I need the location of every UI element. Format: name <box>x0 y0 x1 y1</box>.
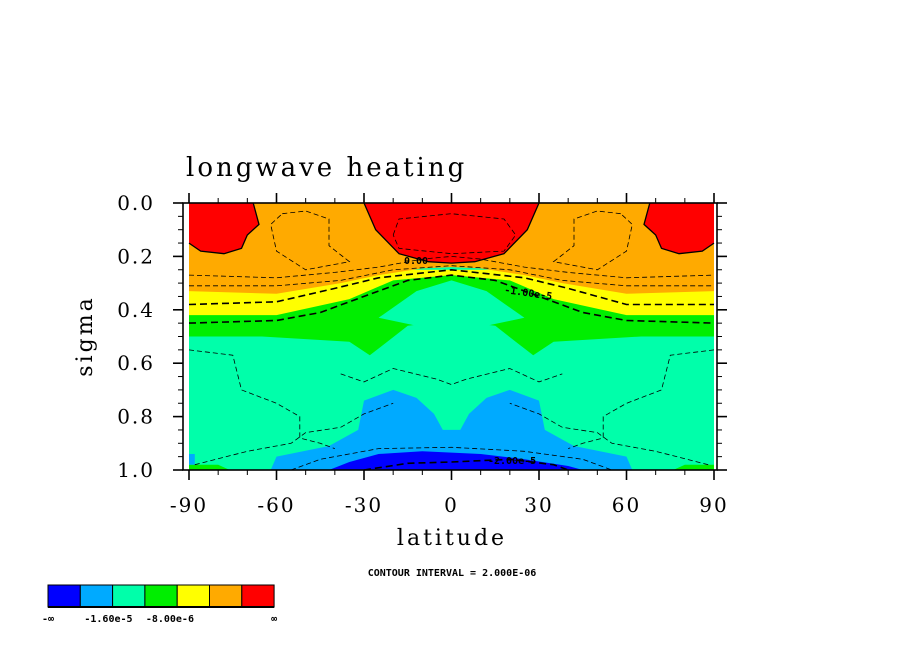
colorbar-label-2: -8.00e-6 <box>146 614 194 625</box>
x-tick-label-5: 60 <box>612 493 641 517</box>
contour-cyan-left <box>188 349 335 449</box>
fill-green-br <box>673 464 714 470</box>
x-tick-label-3: 0 <box>444 493 459 517</box>
fill-cyan-tongue <box>378 280 525 329</box>
colorbar: -∞ -1.60e-5 -8.00e-6 ∞ <box>42 584 277 625</box>
fill-light-blue <box>270 389 633 470</box>
y-tick-label-1: 0.2 <box>117 244 155 268</box>
colorbar-swatch-6 <box>241 584 275 608</box>
contour-orange-1 <box>188 255 715 279</box>
x-tick-label-2: -30 <box>345 493 383 517</box>
colorbar-swatch-4 <box>176 584 210 608</box>
x-tick-label-6: 90 <box>699 493 728 517</box>
contour-bottom-2 <box>363 458 569 471</box>
contour-red-inner <box>392 213 517 255</box>
colorbar-swatch-0 <box>47 584 81 608</box>
fill-lblue-edge <box>189 454 195 465</box>
contour-zero-right <box>643 202 715 255</box>
y-axis-label: sigma <box>73 295 98 376</box>
contour-neg-1-2e-5 <box>188 274 715 324</box>
fill-green-bl <box>189 464 230 470</box>
colorbar-label-3: ∞ <box>271 614 277 625</box>
y-tick-label-5: 1.0 <box>117 458 155 482</box>
fill-red-right <box>644 203 714 254</box>
contour-lower-left <box>194 402 394 466</box>
x-tick-label-0: -90 <box>170 493 208 517</box>
contour-orange-left <box>270 210 351 271</box>
colorbar-swatch-5 <box>209 584 243 608</box>
fill-red-left <box>189 203 259 254</box>
contour-lines <box>188 202 715 471</box>
contour-orange-right <box>552 210 633 271</box>
contour-orange-2 <box>189 265 714 287</box>
contour-neg-1e-5 <box>188 268 714 306</box>
y-tick-label-0: 0.0 <box>117 191 155 215</box>
contour-fills <box>189 203 714 470</box>
contour-label-0: 0.00 <box>404 256 428 267</box>
y-tick-label-4: 0.8 <box>117 405 155 429</box>
chart-title: longwave heating <box>186 153 467 183</box>
x-tick-label-1: -60 <box>257 493 295 517</box>
colorbar-label-1: -1.60e-5 <box>84 614 132 625</box>
colorbar-label-0: -∞ <box>42 614 54 625</box>
contour-cyan-right <box>568 349 715 449</box>
x-tick-label-4: 30 <box>524 493 553 517</box>
y-tick-label-3: 0.6 <box>117 351 155 375</box>
y-tick-label-2: 0.4 <box>117 298 155 322</box>
x-axis-label: latitude <box>397 526 507 551</box>
contour-zero-left <box>188 202 260 255</box>
contour-interval-text: CONTOUR INTERVAL = 2.000E-06 <box>368 568 537 579</box>
axis-ticks: -90 -60 -30 0 30 60 90 0.0 0.2 0.4 0.6 0.8 1.0 <box>117 191 728 517</box>
contour-lower-right <box>509 402 709 466</box>
colorbar-swatch-1 <box>79 584 114 608</box>
colorbar-swatch-3 <box>144 584 178 608</box>
colorbar-swatch-2 <box>112 584 146 608</box>
contour-cyan-mid <box>340 368 563 386</box>
contour-bottom-1 <box>290 446 613 471</box>
contour-label-2: -2.00e-5 <box>488 456 536 467</box>
contour-zero-center <box>363 202 540 264</box>
